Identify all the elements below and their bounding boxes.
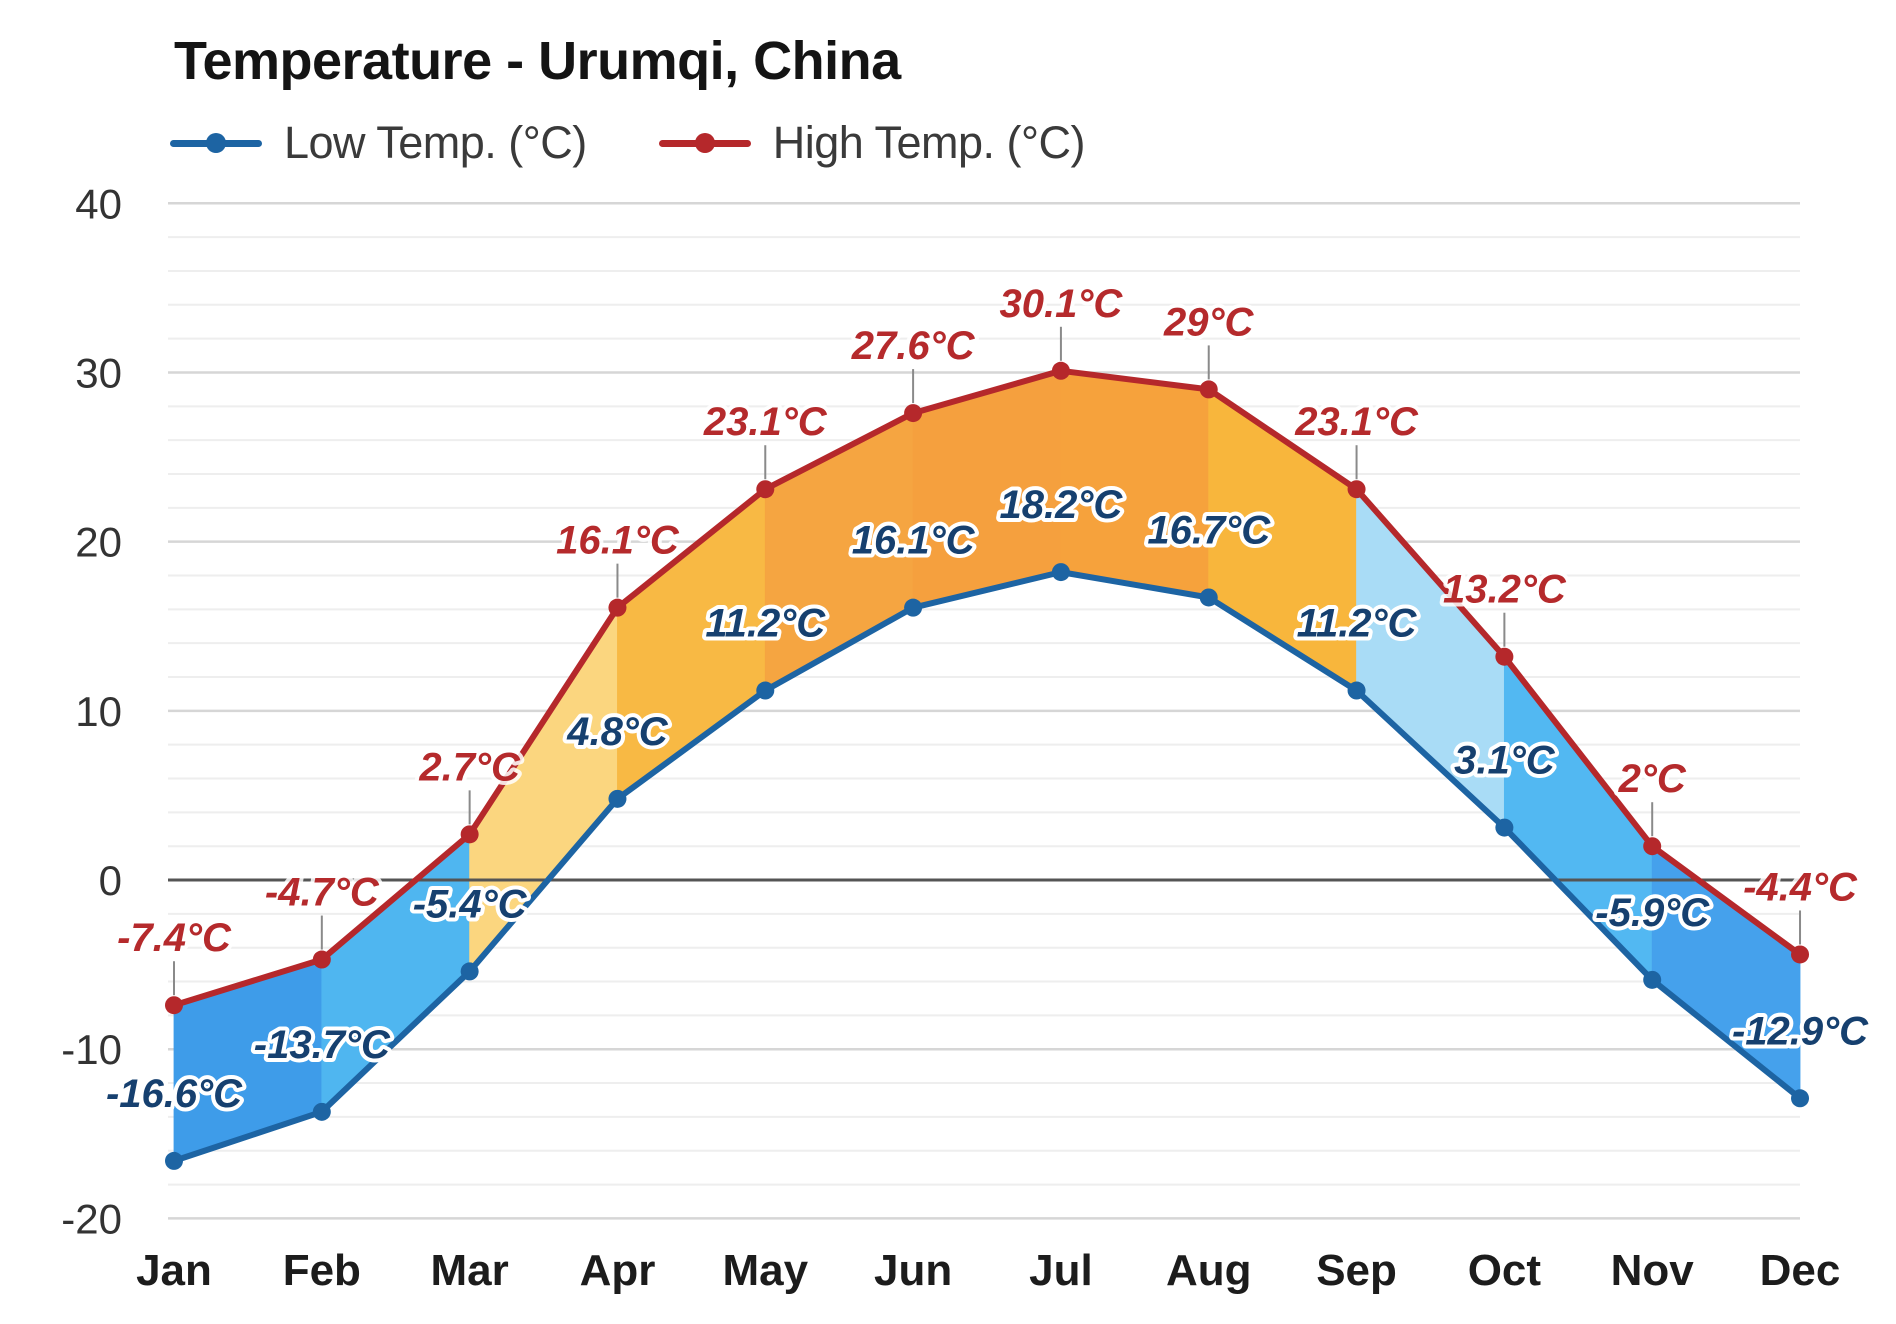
high-temp-marker [165,996,183,1015]
x-tick-label-jun: Jun [874,1246,952,1295]
label-leader-lines [173,326,1802,996]
low-temp-marker [608,789,627,808]
high-temp-marker [460,825,479,844]
low-temp-data-label: 16.1°C [852,519,976,563]
y-tick-label: 20 [75,519,122,566]
high-temp-data-label: 23.1°C [1294,400,1419,444]
low-temp-data-label: -12.9°C [1732,1009,1869,1053]
low-temp-marker [460,962,479,981]
low-temp-marker [312,1102,331,1121]
low-temp-data-label: -5.9°C [1595,891,1710,935]
low-temp-data-label: 4.8°C [566,710,669,754]
high-temp-marker [1347,480,1366,499]
high-temp-marker [1199,380,1218,399]
x-tick-label-jul: Jul [1029,1246,1093,1295]
high-temp-data-label: 13.2°C [1443,568,1567,612]
low-temp-marker [756,681,775,700]
legend-label-high: High Temp. (°C) [772,117,1086,168]
high-temp-data-label: -4.7°C [265,871,380,915]
high-temp-data-label: 30.1°C [1000,282,1124,326]
high-temp-data-label: -7.4°C [117,916,232,960]
low-temp-data-label: -13.7°C [254,1023,391,1067]
chart-legend: Low Temp. (°C) High Temp. (°C) [170,116,1157,170]
high-temp-data-label: 2.7°C [418,745,521,789]
x-tick-label-sep: Sep [1316,1246,1397,1295]
high-temp-data-label: 29°C [1163,300,1254,344]
low-temp-marker [1643,970,1662,989]
low-temp-marker [904,598,923,617]
low-temp-data-label: 3.1°C [1454,739,1556,783]
low-temp-marker [1347,681,1366,700]
y-tick-label: 10 [75,688,122,735]
x-tick-label-may: May [722,1246,808,1295]
series-markers [165,361,1810,1170]
legend-high-line-marker-icon [658,128,751,158]
low-temp-data-label: 18.2°C [1000,483,1124,527]
high-temp-data-label: 2°C [1618,757,1687,801]
y-tick-label: 0 [99,857,122,904]
low-temp-marker [1495,818,1514,837]
low-temp-marker [1051,563,1070,582]
high-temp-marker [312,950,331,969]
legend-item-high[interactable]: High Temp. (°C) [658,117,1086,169]
x-tick-label-aug: Aug [1166,1246,1252,1295]
high-temp-marker [904,404,923,423]
high-temp-data-label: 23.1°C [703,400,828,444]
low-temp-marker [1791,1089,1810,1108]
y-axis-tick-labels: 40 30 20 10 0 -10 -20 [61,180,122,1242]
high-temp-marker [1051,361,1070,380]
legend-label-low: Low Temp. (°C) [284,117,587,168]
low-temp-data-label: 11.2°C [705,602,826,646]
y-tick-label: -20 [61,1195,122,1242]
grid-lines [168,202,1800,1220]
chart-title: Temperature - Urumqi, China [174,31,901,91]
y-tick-label: -10 [61,1026,122,1073]
high-temp-marker [1495,647,1514,666]
y-tick-label: 40 [75,180,122,227]
high-temp-marker [608,598,627,617]
x-tick-label-feb: Feb [283,1246,361,1295]
high-temp-line [171,367,1804,1009]
low-temp-data-label: -5.4°C [413,882,528,926]
legend-low-line-marker-icon [170,128,262,158]
low-temp-data-label: 11.2°C [1297,602,1418,646]
low-temp-data-label: 16.7°C [1147,508,1271,552]
high-temp-marker [1643,837,1662,856]
series-lines [171,367,1804,1164]
low-temp-marker [1199,588,1218,607]
high-temp-data-label: 27.6°C [851,324,976,368]
y-tick-label: 30 [75,349,122,396]
x-tick-label-jan: Jan [136,1246,212,1295]
x-tick-label-nov: Nov [1611,1246,1695,1295]
high-temp-marker [756,480,775,499]
low-temp-line [171,569,1804,1164]
high-temp-data-label: -4.4°C [1743,865,1858,909]
legend-item-low[interactable]: Low Temp. (°C) [170,117,587,169]
data-labels: -16.6°C-13.7°C -5.4°C 4.8°C 11.2°C 16.1°C 18.… [102,278,1873,1120]
high-temp-data-label: 16.1°C [556,519,680,563]
x-tick-label-oct: Oct [1468,1246,1542,1295]
range-band-fills [173,370,1801,1162]
x-tick-label-apr: Apr [580,1246,656,1295]
x-axis-month-labels: Jan Feb Mar Apr May Jun Jul Aug Sep Oct Nov Dec [136,1246,1840,1295]
x-tick-label-dec: Dec [1760,1246,1841,1295]
x-tick-label-mar: Mar [431,1246,509,1295]
low-temp-data-label: -16.6°C [106,1072,243,1116]
low-temp-marker [165,1151,183,1170]
high-temp-marker [1791,945,1810,964]
